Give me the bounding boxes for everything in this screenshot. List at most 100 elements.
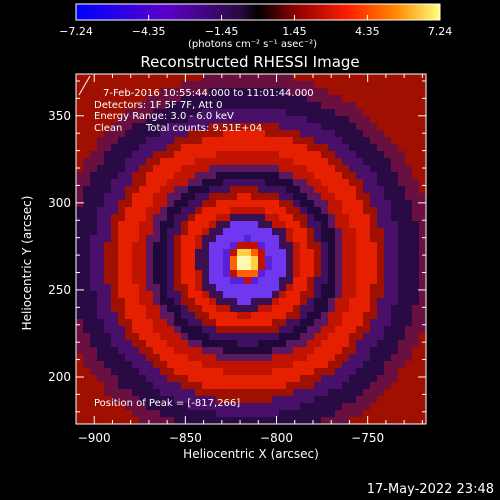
heatmap-cell bbox=[293, 95, 301, 103]
colorbar-tick-label: 1.45 bbox=[282, 25, 307, 38]
heatmap-cell bbox=[300, 130, 308, 138]
heatmap-cell bbox=[223, 165, 231, 173]
heatmap-cell bbox=[146, 410, 154, 418]
heatmap-cell bbox=[216, 228, 224, 236]
heatmap-cell bbox=[153, 298, 161, 306]
heatmap-cell bbox=[293, 116, 301, 124]
heatmap-cell bbox=[181, 172, 189, 180]
heatmap-cell bbox=[258, 291, 266, 299]
heatmap-cell bbox=[328, 137, 336, 145]
heatmap-cell bbox=[223, 137, 231, 145]
heatmap-cell bbox=[279, 340, 287, 348]
heatmap-cell bbox=[335, 81, 343, 89]
heatmap-cell bbox=[286, 151, 294, 159]
heatmap-cell bbox=[258, 354, 266, 362]
heatmap-cell bbox=[363, 74, 371, 82]
heatmap-cell bbox=[272, 319, 280, 327]
heatmap-cell bbox=[97, 186, 105, 194]
heatmap-cell bbox=[104, 354, 112, 362]
heatmap-cell bbox=[125, 298, 133, 306]
heatmap-cell bbox=[125, 270, 133, 278]
heatmap-cell bbox=[384, 193, 392, 201]
heatmap-cell bbox=[377, 382, 385, 390]
heatmap-cell bbox=[279, 74, 287, 82]
heatmap-cell bbox=[83, 326, 91, 334]
heatmap-cell bbox=[363, 354, 371, 362]
heatmap-cell bbox=[307, 151, 315, 159]
heatmap-cell bbox=[370, 277, 378, 285]
heatmap-cell bbox=[104, 396, 112, 404]
heatmap-cell bbox=[405, 242, 413, 250]
heatmap-cell bbox=[160, 144, 168, 152]
heatmap-cell bbox=[216, 88, 224, 96]
heatmap-cell bbox=[230, 88, 238, 96]
heatmap-cell bbox=[384, 417, 392, 425]
heatmap-cell bbox=[83, 305, 91, 313]
heatmap-cell bbox=[174, 354, 182, 362]
heatmap-cell bbox=[160, 235, 168, 243]
heatmap-cell bbox=[321, 81, 329, 89]
heatmap-cell bbox=[125, 221, 133, 229]
heatmap-cell bbox=[293, 158, 301, 166]
heatmap-cell bbox=[258, 305, 266, 313]
heatmap-cell bbox=[356, 326, 364, 334]
heatmap-cell bbox=[328, 270, 336, 278]
heatmap-cell bbox=[265, 305, 273, 313]
heatmap-cell bbox=[335, 305, 343, 313]
heatmap-cell bbox=[216, 151, 224, 159]
heatmap-cell bbox=[328, 354, 336, 362]
heatmap-cell bbox=[83, 186, 91, 194]
heatmap-cell bbox=[244, 256, 252, 264]
heatmap-cell bbox=[132, 403, 140, 411]
heatmap-cell bbox=[132, 326, 140, 334]
heatmap-cell bbox=[111, 396, 119, 404]
heatmap-cell bbox=[188, 382, 196, 390]
heatmap-cell bbox=[104, 284, 112, 292]
y-tick-label: 200 bbox=[48, 370, 71, 384]
heatmap-cell bbox=[272, 130, 280, 138]
heatmap-cell bbox=[216, 305, 224, 313]
heatmap-cell bbox=[195, 361, 203, 369]
heatmap-cell bbox=[328, 277, 336, 285]
heatmap-cell bbox=[335, 151, 343, 159]
heatmap-cell bbox=[328, 235, 336, 243]
heatmap-cell bbox=[83, 249, 91, 257]
heatmap-cell bbox=[328, 186, 336, 194]
heatmap-cell bbox=[125, 235, 133, 243]
heatmap-cell bbox=[377, 179, 385, 187]
heatmap-cell bbox=[160, 242, 168, 250]
heatmap-cell bbox=[202, 221, 210, 229]
heatmap-cell bbox=[300, 214, 308, 222]
heatmap-cell bbox=[202, 109, 210, 117]
heatmap-cell bbox=[230, 221, 238, 229]
heatmap-cell bbox=[356, 403, 364, 411]
heatmap-cell bbox=[363, 340, 371, 348]
heatmap-cell bbox=[209, 375, 217, 383]
heatmap-cell bbox=[335, 263, 343, 271]
heatmap-cell bbox=[300, 270, 308, 278]
heatmap-cell bbox=[132, 242, 140, 250]
heatmap-cell bbox=[293, 151, 301, 159]
heatmap-cell bbox=[398, 263, 406, 271]
heatmap-cell bbox=[321, 319, 329, 327]
heatmap-cell bbox=[370, 361, 378, 369]
heatmap-cell bbox=[118, 102, 126, 110]
heatmap-cell bbox=[174, 88, 182, 96]
heatmap-cell bbox=[405, 235, 413, 243]
heatmap-cell bbox=[314, 88, 322, 96]
heatmap-cell bbox=[223, 333, 231, 341]
heatmap-cell bbox=[370, 242, 378, 250]
heatmap-cell bbox=[335, 347, 343, 355]
heatmap-cell bbox=[272, 298, 280, 306]
heatmap-cell bbox=[230, 249, 238, 257]
heatmap-cell bbox=[258, 298, 266, 306]
heatmap-cell bbox=[265, 130, 273, 138]
heatmap-cell bbox=[265, 144, 273, 152]
heatmap-cell bbox=[398, 109, 406, 117]
heatmap-cell bbox=[146, 291, 154, 299]
heatmap-cell bbox=[314, 109, 322, 117]
heatmap-cell bbox=[132, 319, 140, 327]
heatmap-cell bbox=[118, 172, 126, 180]
heatmap-cell bbox=[377, 242, 385, 250]
heatmap-cell bbox=[76, 116, 84, 124]
